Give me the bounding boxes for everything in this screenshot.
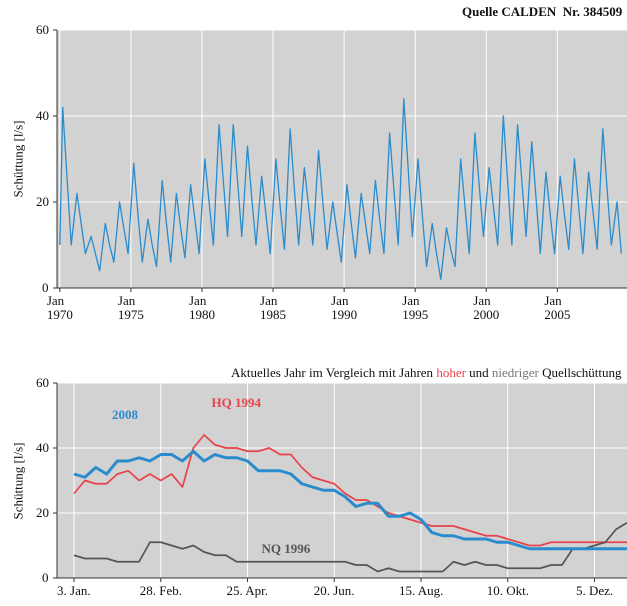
x-tick-label: 15. Aug. <box>398 583 444 598</box>
x-tick-label: Jan 2000 <box>473 293 500 322</box>
x-tick-label: Jan 1990 <box>331 293 358 322</box>
y-tick-label: 40 <box>36 440 49 455</box>
y-axis-label: Schüttung [l/s] <box>9 442 25 519</box>
x-tick-label: Jan 2005 <box>544 293 571 322</box>
x-tick-label: 28. Feb. <box>139 583 183 598</box>
x-tick-label: Jan 1980 <box>188 293 215 322</box>
data-line <box>73 449 627 551</box>
data-line <box>59 98 622 281</box>
x-tick-label: 20. Jun. <box>313 583 355 598</box>
x-tick-label: Jan 1970 <box>46 293 73 322</box>
y-axis-label: Schüttung [l/s] <box>9 120 25 198</box>
y-tick-label: 20 <box>36 194 49 209</box>
subtitle-part: niedriger <box>491 365 539 380</box>
x-tick-label: 3. Jan. <box>57 583 91 598</box>
chart-subtitle: Aktuelles Jahr im Vergleich mit Jahren h… <box>231 366 622 380</box>
y-tick-label: 0 <box>42 570 49 585</box>
data-line <box>73 434 627 547</box>
series-label: NQ 1996 <box>261 541 311 556</box>
y-tick-label: 60 <box>36 22 49 37</box>
subtitle-part: und <box>465 365 492 380</box>
y-tick-label: 60 <box>36 375 49 390</box>
x-tick-label: 10. Okt. <box>486 583 529 598</box>
x-tick-label: Jan 1975 <box>117 293 144 322</box>
subtitle-part: hoher <box>436 365 466 380</box>
x-tick-label: Jan 1985 <box>260 293 287 322</box>
y-tick-label: 0 <box>42 280 49 295</box>
data-line <box>73 522 627 573</box>
x-tick-label: 25. Apr. <box>226 583 269 598</box>
y-tick-label: 40 <box>36 108 49 123</box>
y-tick-label: 20 <box>36 505 49 520</box>
series-label: 2008 <box>112 407 138 422</box>
subtitle-part: Quellschüttung <box>538 365 622 380</box>
x-tick-label: Jan 1995 <box>402 293 429 322</box>
chart-title: Quelle CALDEN Nr. 384509 <box>462 4 623 19</box>
series-label: HQ 1994 <box>211 395 261 410</box>
subtitle-part: Aktuelles Jahr im Vergleich mit Jahren <box>231 365 437 380</box>
x-tick-label: 5. Dez. <box>575 583 614 598</box>
